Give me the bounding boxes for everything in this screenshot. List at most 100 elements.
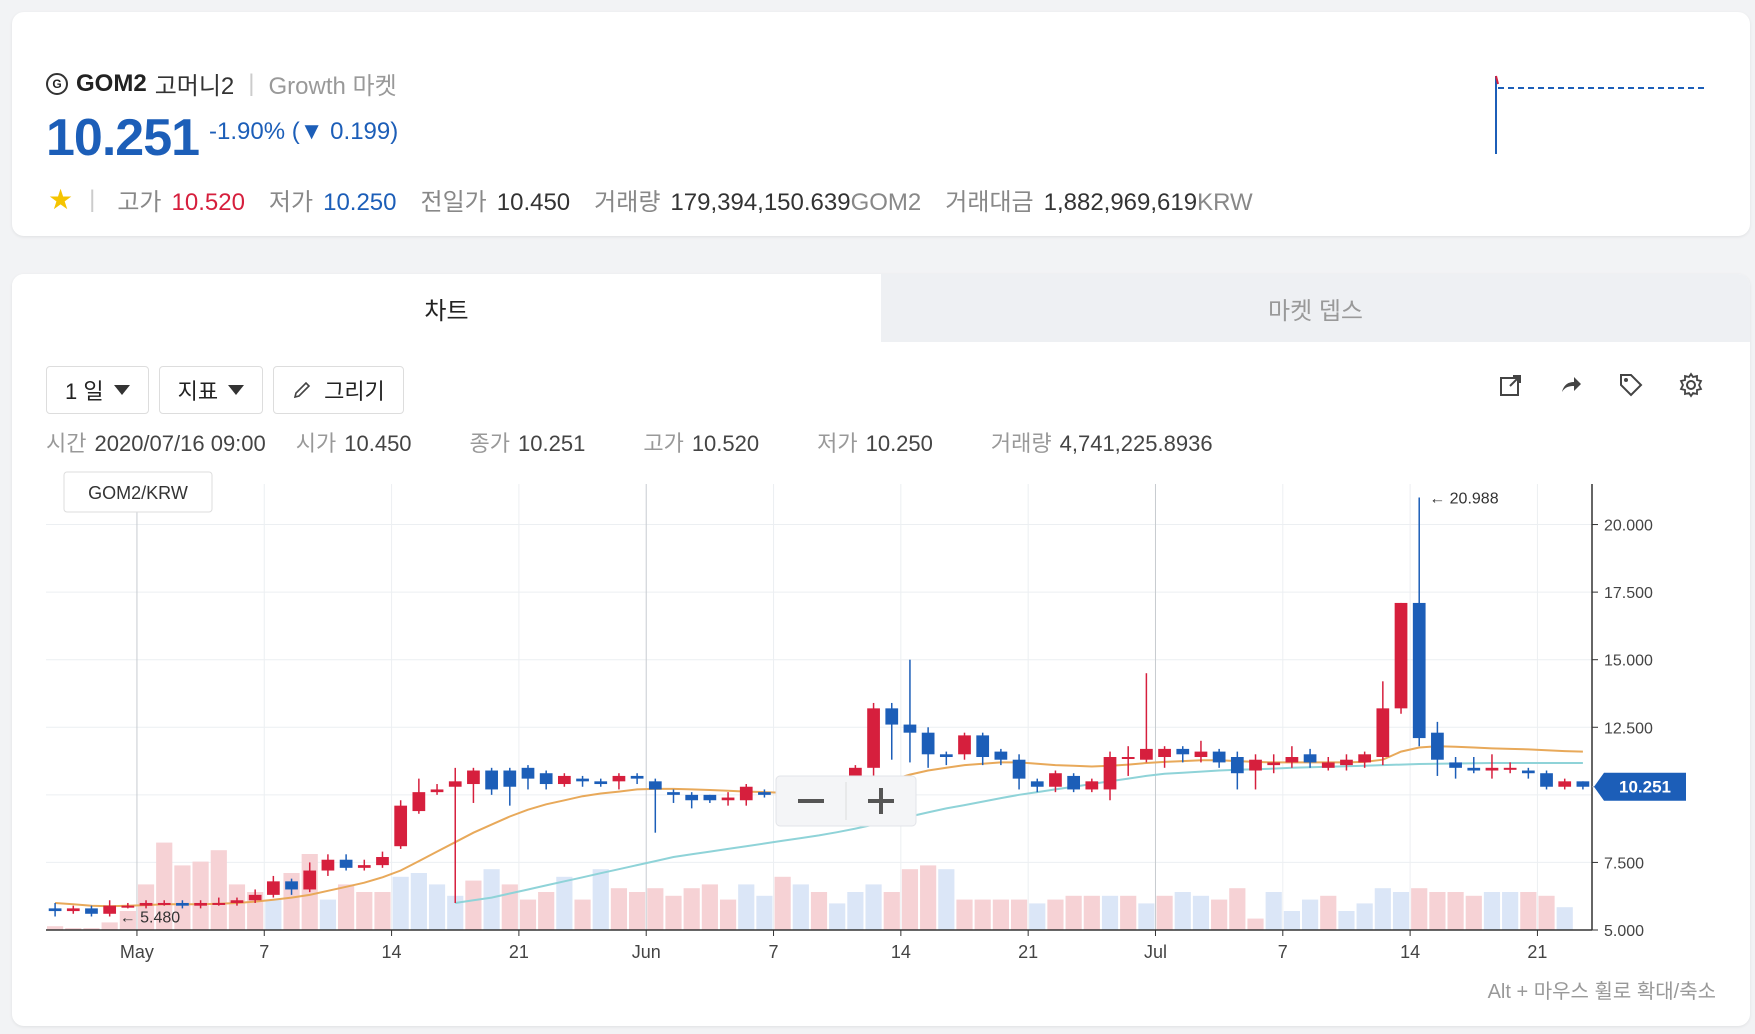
- price-chart[interactable]: 20.000 17.500 15.000 12.500 7.500 5.000 May 7 14…: [12, 454, 1750, 994]
- candle-body: [430, 789, 444, 793]
- price-row: 10.251 -1.90% (▼ 0.199): [46, 108, 398, 168]
- stats-row: ★ | 고가 10.520 저가 10.250 전일가 10.450 거래량 179,3…: [48, 182, 1277, 217]
- open-new-window-icon[interactable]: [1498, 372, 1524, 398]
- candle-body: [630, 775, 644, 779]
- interval-dropdown[interactable]: 1 일: [46, 366, 149, 414]
- volume-bar: [1538, 895, 1555, 930]
- volume-bar: [1356, 903, 1373, 930]
- candle-body: [85, 908, 98, 914]
- x-tick-label: 21: [1018, 942, 1038, 962]
- candle-body: [230, 900, 244, 903]
- ohlc-time: 시간 2020/07/16 09:00: [46, 426, 266, 458]
- candle-body: [485, 770, 498, 790]
- ohlc-high-value: 10.520: [691, 431, 760, 456]
- volume-bar: [810, 892, 828, 930]
- tag-icon[interactable]: [1618, 372, 1644, 398]
- candle-body: [157, 902, 171, 905]
- tab-chart[interactable]: 차트: [12, 274, 881, 342]
- interval-label: 1 일: [65, 379, 104, 404]
- candle-body: [612, 775, 626, 782]
- volume-bar: [956, 899, 973, 930]
- stat-volume-label: 거래량: [594, 189, 661, 216]
- candle-body: [139, 902, 153, 906]
- stat-high: 고가 10.520: [117, 182, 245, 217]
- y-tick-label: 7.500: [1604, 855, 1644, 872]
- candle-body: [121, 905, 135, 908]
- candle-body: [1485, 767, 1499, 771]
- candle-body: [885, 708, 899, 725]
- stat-amount-unit: KRW: [1197, 189, 1253, 216]
- caret-down-icon: [113, 385, 130, 395]
- candle-body: [1249, 759, 1262, 771]
- stat-amount-value: 1,882,969,619: [1043, 189, 1198, 216]
- volume-bar: [1411, 888, 1428, 930]
- stat-low-label: 저가: [268, 189, 314, 216]
- x-tick-label: 7: [259, 942, 269, 962]
- candle-body: [1085, 781, 1099, 790]
- mini-sparkline: [1495, 75, 1704, 154]
- volume-bar: [47, 926, 64, 930]
- ohlc-close: 종가 10.251: [470, 426, 586, 458]
- favorite-star-icon[interactable]: ★: [48, 184, 74, 215]
- volume-bar: [1265, 892, 1282, 930]
- y-tick-label: 15.000: [1604, 653, 1653, 670]
- candle-body: [557, 775, 571, 785]
- volume-bar: [1520, 892, 1537, 930]
- volume-bar: [1229, 888, 1246, 930]
- pair-legend-box: [63, 471, 213, 513]
- x-tick-label: 14: [382, 942, 402, 962]
- volume-bar: [1320, 895, 1337, 930]
- ohlc-time-value: 2020/07/16 09:00: [94, 431, 266, 456]
- candle-body: [1358, 754, 1372, 763]
- volume-bar: [356, 892, 373, 930]
- candle-body: [1176, 748, 1190, 755]
- y-tick-label: 20.000: [1604, 518, 1653, 535]
- candle-body: [194, 902, 207, 906]
- volume-bar: [101, 922, 118, 930]
- ohlc-volume-label: 거래량: [990, 431, 1052, 456]
- volume-bar: [719, 899, 737, 930]
- stat-high-value: 10.520: [171, 189, 245, 216]
- tab-market-depth[interactable]: 마켓 뎁스: [881, 274, 1750, 342]
- settings-gear-icon[interactable]: [1678, 372, 1704, 398]
- chart-right-tools: [1498, 372, 1704, 398]
- candle-body: [758, 792, 771, 795]
- volume-bar: [1010, 899, 1028, 930]
- coin-g-icon: G: [46, 72, 68, 95]
- divider: |: [248, 69, 255, 97]
- volume-bar: [647, 888, 664, 930]
- pencil-icon: [293, 381, 311, 399]
- volume-bar: [1029, 903, 1046, 930]
- stat-prev-label: 전일가: [420, 189, 487, 216]
- candle-body: [503, 770, 517, 787]
- share-icon[interactable]: [1558, 372, 1584, 398]
- volume-bar: [792, 884, 809, 930]
- stat-low-value: 10.250: [323, 189, 397, 216]
- candle-body: [1521, 770, 1535, 774]
- x-tick-label: Jul: [1144, 942, 1167, 962]
- stat-volume-value: 179,394,150.639: [670, 189, 851, 216]
- stat-prev-value: 10.450: [496, 189, 571, 216]
- zoom-hint: Alt + 마우스 휠로 확대/축소: [1487, 981, 1716, 1003]
- x-tick-label: May: [120, 942, 154, 962]
- volume-bar: [665, 895, 682, 930]
- candle-body: [357, 865, 371, 868]
- current-price: 10.251: [46, 109, 200, 167]
- ohlc-low-label: 저가: [817, 431, 858, 456]
- volume-bar: [629, 892, 646, 930]
- ohlc-low-value: 10.250: [865, 431, 933, 456]
- ticker-header-card: G GOM2 고머니2 | Growth 마켓 10.251 -1.90% (▼…: [12, 12, 1750, 236]
- x-tick-label: 7: [769, 942, 779, 962]
- volume-bar: [447, 895, 464, 930]
- candle-body: [939, 754, 953, 758]
- candle-body: [1067, 775, 1081, 790]
- volume-bar: [1192, 895, 1210, 930]
- candle-body: [176, 902, 189, 906]
- draw-button[interactable]: 그리기: [273, 366, 404, 414]
- candle-body: [339, 859, 353, 868]
- candle-body: [1394, 602, 1408, 709]
- indicators-dropdown[interactable]: 지표: [158, 366, 264, 414]
- volume-bar: [465, 880, 482, 930]
- divider: |: [89, 185, 96, 213]
- candle-body: [1030, 781, 1044, 787]
